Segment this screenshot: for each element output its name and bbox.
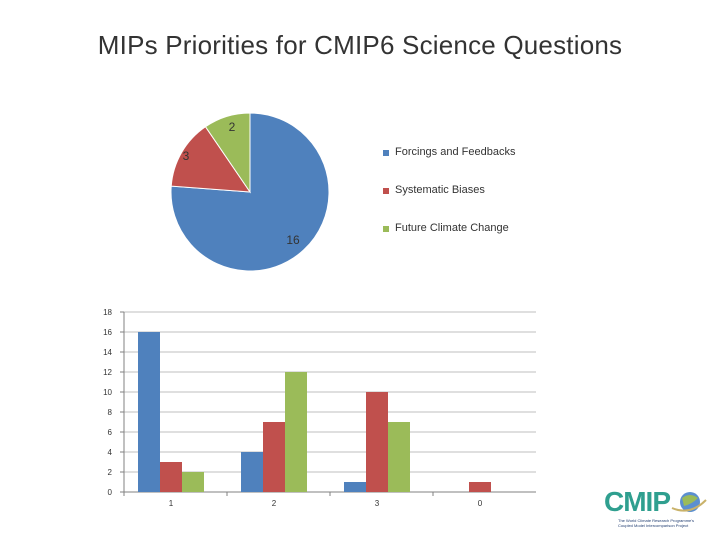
- pie-data-label-1: 3: [183, 149, 190, 163]
- y-tick-label-2: 4: [108, 448, 113, 457]
- bar-s2-c0: [182, 472, 204, 492]
- legend-label-biases: Systematic Biases: [395, 184, 485, 196]
- pie-slice-2: [204, 112, 251, 194]
- bar-s1-c1: [263, 422, 285, 492]
- pie-slice-1: [170, 126, 251, 193]
- legend-label-forcings: Forcings and Feedbacks: [395, 146, 516, 158]
- bar-s0-c0: [138, 332, 160, 492]
- bar-s1-c3: [469, 482, 491, 492]
- y-tick-label-6: 12: [103, 368, 112, 377]
- y-tick-label-7: 14: [103, 348, 112, 357]
- bar-s1-c0: [160, 462, 182, 492]
- y-tick-label-1: 2: [108, 468, 113, 477]
- page-title: MIPs Priorities for CMIP6 Science Questi…: [97, 30, 623, 60]
- x-tick-label-0: 1: [169, 499, 174, 508]
- legend-item-forcings: Forcings and Feedbacks: [383, 146, 515, 184]
- globe-icon: [671, 492, 707, 512]
- legend-swatch-forcings: [383, 150, 389, 156]
- y-tick-label-0: 0: [108, 488, 113, 497]
- x-tick-label-3: 0: [478, 499, 483, 508]
- bar-s1-c2: [366, 392, 388, 492]
- logo-text: CMIP: [604, 486, 671, 517]
- y-tick-label-3: 6: [108, 428, 113, 437]
- x-tick-label-1: 2: [272, 499, 277, 508]
- y-tick-label-9: 18: [103, 308, 112, 317]
- y-tick-label-4: 8: [108, 408, 113, 417]
- x-tick-label-2: 3: [375, 499, 380, 508]
- bar-s2-c1: [285, 372, 307, 492]
- legend-item-biases: Systematic Biases: [383, 184, 515, 222]
- legend-label-future: Future Climate Change: [395, 222, 509, 234]
- y-tick-label-8: 16: [103, 328, 112, 337]
- pie-data-label-2: 2: [229, 120, 236, 134]
- legend-swatch-future: [383, 226, 389, 232]
- y-tick-label-5: 10: [103, 388, 112, 397]
- bar-s0-c2: [344, 482, 366, 492]
- cmip-logo: CMIP The World Climate Research Programm…: [598, 486, 710, 534]
- legend-item-future: Future Climate Change: [383, 222, 515, 260]
- bar-s0-c1: [241, 452, 263, 492]
- legend-swatch-biases: [383, 188, 389, 194]
- pie-data-label-0: 16: [286, 233, 300, 247]
- pie-legend: Forcings and Feedbacks Systematic Biases…: [383, 146, 515, 260]
- logo-subtitle: The World Climate Research Programme's C…: [618, 518, 695, 528]
- bar-s2-c2: [388, 422, 410, 492]
